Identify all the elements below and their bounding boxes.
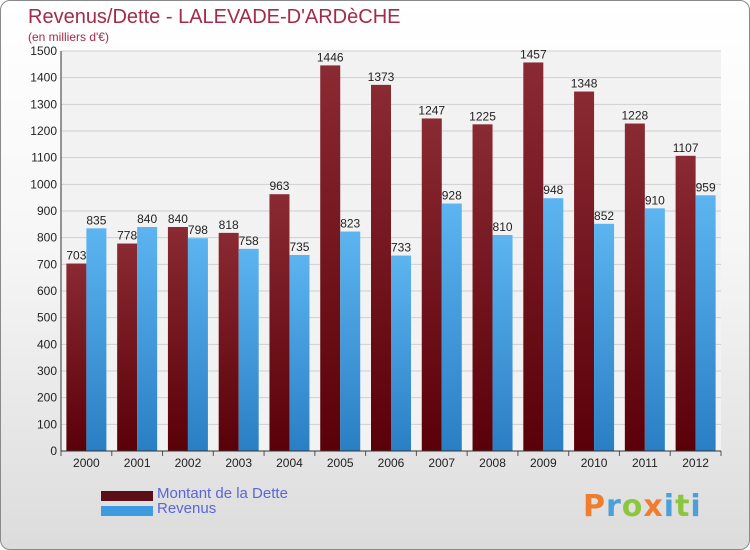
y-tick-label: 500	[37, 311, 57, 325]
data-label: 928	[442, 189, 462, 203]
y-tick-label: 1200	[30, 124, 57, 138]
x-tick-label: 2012	[682, 456, 709, 470]
data-label: 948	[543, 183, 563, 197]
x-tick-label: 2010	[581, 456, 608, 470]
data-label: 1225	[469, 109, 496, 123]
bar-dette	[371, 84, 391, 451]
data-label: 1457	[520, 47, 547, 61]
x-tick-label: 2002	[175, 456, 202, 470]
data-label: 852	[594, 209, 614, 223]
bar-dette	[675, 155, 696, 452]
data-label: 840	[168, 212, 188, 226]
data-label: 818	[219, 218, 239, 232]
data-label: 1446	[317, 50, 344, 64]
legend-label-dette: Montant de la Dette	[157, 485, 288, 502]
bar-revenus	[441, 203, 462, 451]
y-tick-label: 900	[37, 204, 57, 218]
x-tick-label: 2000	[73, 456, 100, 470]
bar-dette	[269, 194, 290, 451]
data-label: 1247	[418, 103, 445, 117]
chart-subtitle: (en milliers d'€)	[28, 30, 109, 44]
bar-revenus	[391, 255, 411, 451]
bar-dette	[574, 91, 595, 452]
x-tick-label: 2006	[378, 456, 405, 470]
bar-dette	[320, 65, 341, 452]
data-label: 1107	[673, 141, 699, 155]
data-label: 735	[289, 240, 309, 254]
y-tick-label: 200	[37, 391, 57, 405]
proxiti-logo: Proxiti	[583, 489, 702, 524]
y-tick-label: 1300	[30, 97, 57, 111]
y-tick-label: 0	[50, 444, 57, 458]
bar-revenus	[187, 238, 208, 451]
y-tick-label: 800	[37, 231, 57, 245]
chart-title: Revenus/Dette - LALEVADE-D'ARDèCHE	[28, 6, 401, 28]
legend-label-revenus: Revenus	[157, 500, 217, 517]
bar-dette	[218, 232, 239, 451]
y-tick-label: 600	[37, 284, 57, 298]
x-tick-label: 2007	[428, 456, 455, 470]
data-label: 798	[188, 223, 208, 237]
y-tick-label: 1100	[31, 151, 57, 165]
legend-swatch-dette	[101, 491, 153, 501]
data-label: 758	[239, 234, 259, 248]
bar-revenus	[289, 255, 310, 451]
bar-revenus	[86, 228, 107, 451]
y-tick-label: 1000	[30, 177, 57, 191]
bar-revenus	[340, 231, 361, 451]
x-tick-label: 2005	[327, 456, 354, 470]
bar-dette	[624, 123, 645, 452]
bar-dette	[66, 263, 87, 451]
data-label: 910	[645, 193, 665, 207]
data-label: 835	[86, 213, 106, 227]
y-tick-label: 1500	[30, 44, 57, 58]
bar-revenus	[644, 208, 665, 451]
data-label: 840	[137, 212, 157, 226]
y-tick-label: 700	[37, 257, 57, 271]
bar-revenus	[594, 223, 615, 451]
data-label: 1228	[621, 109, 648, 123]
data-label: 959	[696, 180, 716, 194]
bar-revenus	[492, 235, 513, 451]
y-tick-label: 300	[37, 364, 57, 378]
y-tick-label: 1400	[30, 71, 57, 85]
bar-dette	[167, 227, 188, 451]
data-label: 733	[391, 241, 411, 255]
x-tick-label: 2009	[530, 456, 557, 470]
data-label: 810	[493, 220, 513, 234]
x-tick-label: 2008	[479, 456, 506, 470]
y-tick-label: 100	[37, 417, 57, 431]
bar-dette	[117, 243, 138, 451]
bar-dette	[472, 124, 493, 451]
bar-dette	[523, 62, 544, 451]
data-label: 823	[340, 217, 360, 231]
data-label: 963	[269, 179, 289, 193]
bar-revenus	[695, 195, 716, 451]
y-tick-label: 400	[37, 337, 57, 351]
data-label: 1373	[368, 70, 395, 84]
legend-swatch-revenus	[101, 506, 153, 516]
bar-revenus	[238, 248, 259, 451]
x-tick-label: 2003	[225, 456, 252, 470]
x-tick-label: 2001	[124, 456, 151, 470]
bar-revenus	[137, 227, 158, 451]
data-label: 703	[66, 249, 86, 263]
x-tick-label: 2004	[276, 456, 303, 470]
data-label: 1348	[571, 77, 598, 91]
bar-dette	[421, 118, 442, 451]
bar-revenus	[543, 198, 564, 451]
x-tick-label: 2011	[632, 456, 658, 470]
data-label: 778	[117, 229, 137, 243]
